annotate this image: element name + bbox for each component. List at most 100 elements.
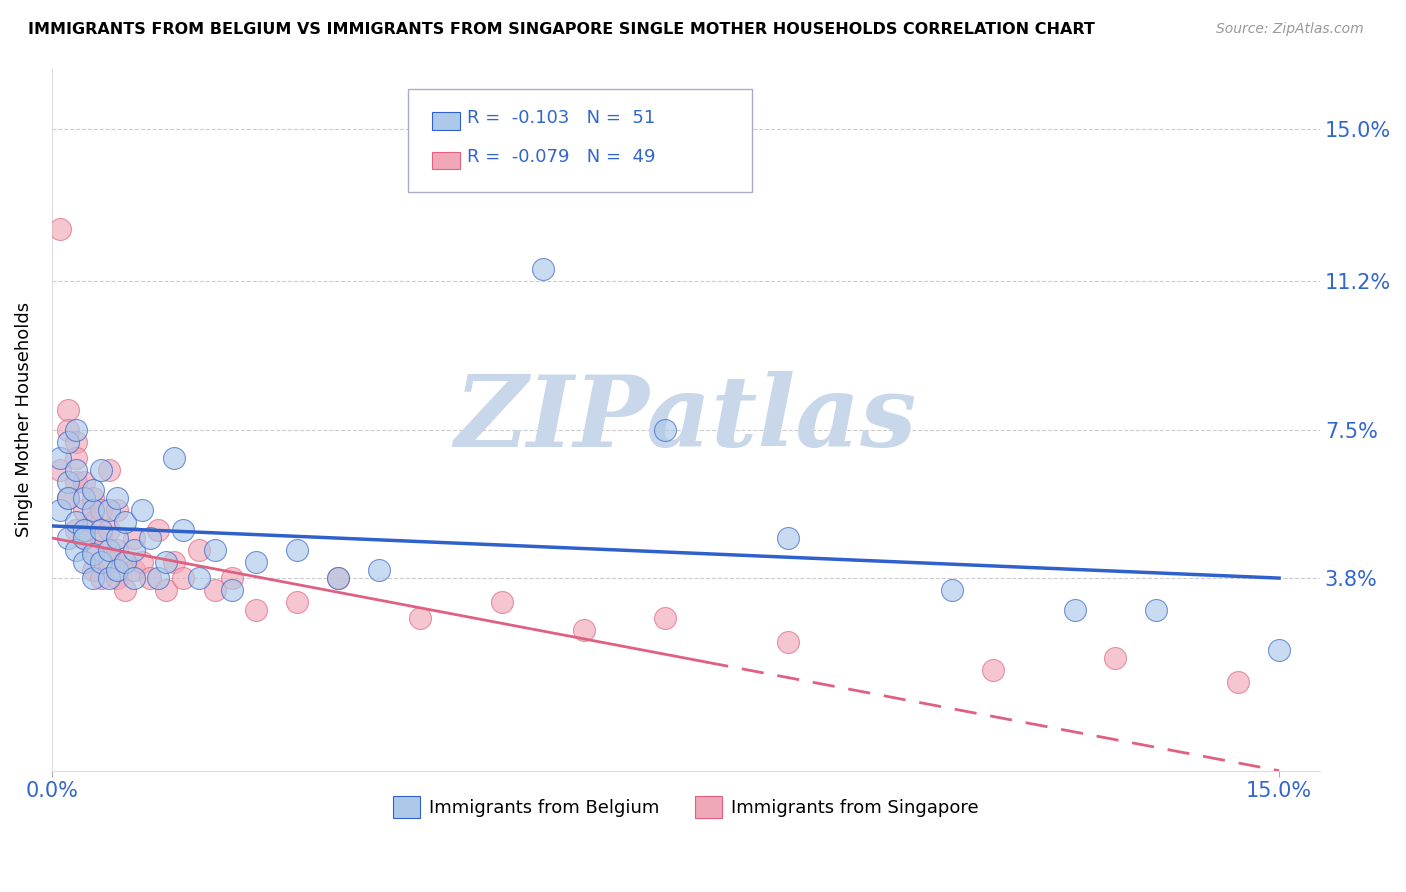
Point [981,664,1004,678]
Point [131,555,153,569]
Point [90,555,112,569]
Point [90,523,112,537]
Point [221,583,243,598]
Point [1104,651,1126,665]
Point [105,543,128,558]
Point [368,563,391,577]
Point [531,262,554,277]
Point [98,503,121,517]
Point [65,475,87,489]
Point [82,543,104,558]
Point [778,635,800,649]
Point [146,571,169,585]
Text: R =  -0.079   N =  49: R = -0.079 N = 49 [467,148,655,166]
Point [114,555,136,569]
Point [98,543,121,558]
Point [122,543,145,558]
Point [105,531,128,545]
Point [90,463,112,477]
Point [285,543,308,558]
Point [204,543,226,558]
Point [122,531,145,545]
Point [163,555,186,569]
Point [56,491,79,505]
Point [105,491,128,505]
Point [572,624,595,638]
Point [65,434,87,449]
Point [114,583,136,598]
Point [122,563,145,577]
Point [221,571,243,585]
Point [82,547,104,561]
Point [82,571,104,585]
Point [105,563,128,577]
Point [82,503,104,517]
Point [56,491,79,505]
Point [56,531,79,545]
Point [98,571,121,585]
Point [491,595,513,609]
Point [654,611,676,625]
Legend: Immigrants from Belgium, Immigrants from Singapore: Immigrants from Belgium, Immigrants from… [385,789,986,825]
Point [49,463,72,477]
Point [172,523,194,537]
Point [82,515,104,529]
Point [90,571,112,585]
Point [56,475,79,489]
Point [56,434,79,449]
Point [90,531,112,545]
Point [1063,603,1085,617]
Point [73,523,96,537]
Point [73,503,96,517]
Point [139,531,162,545]
Point [245,603,267,617]
Point [188,543,211,558]
Y-axis label: Single Mother Households: Single Mother Households [15,302,32,537]
Point [139,571,162,585]
Point [98,463,121,477]
Point [56,402,79,417]
Point [73,531,96,545]
Point [98,555,121,569]
Point [65,523,87,537]
Text: ZIPatlas: ZIPatlas [454,371,917,468]
Point [65,450,87,465]
Point [1268,643,1291,657]
Point [285,595,308,609]
Point [155,555,177,569]
Point [146,523,169,537]
Point [326,571,349,585]
Point [73,531,96,545]
Point [73,491,96,505]
Point [188,571,211,585]
Point [114,515,136,529]
Point [778,531,800,545]
Point [65,515,87,529]
Point [163,450,186,465]
Text: IMMIGRANTS FROM BELGIUM VS IMMIGRANTS FROM SINGAPORE SINGLE MOTHER HOUSEHOLDS CO: IMMIGRANTS FROM BELGIUM VS IMMIGRANTS FR… [28,22,1095,37]
Point [65,543,87,558]
Text: Source: ZipAtlas.com: Source: ZipAtlas.com [1216,22,1364,37]
Point [105,571,128,585]
Point [131,503,153,517]
Point [73,555,96,569]
Point [90,503,112,517]
Point [1144,603,1167,617]
Point [65,423,87,437]
Point [98,523,121,537]
Point [122,571,145,585]
Text: R =  -0.103   N =  51: R = -0.103 N = 51 [467,109,655,127]
Point [65,463,87,477]
Point [105,503,128,517]
Point [155,583,177,598]
Point [941,583,963,598]
Point [82,483,104,497]
Point [82,491,104,505]
Point [49,450,72,465]
Point [73,475,96,489]
Point [326,571,349,585]
Point [56,423,79,437]
Point [49,503,72,517]
Point [82,563,104,577]
Point [654,423,676,437]
